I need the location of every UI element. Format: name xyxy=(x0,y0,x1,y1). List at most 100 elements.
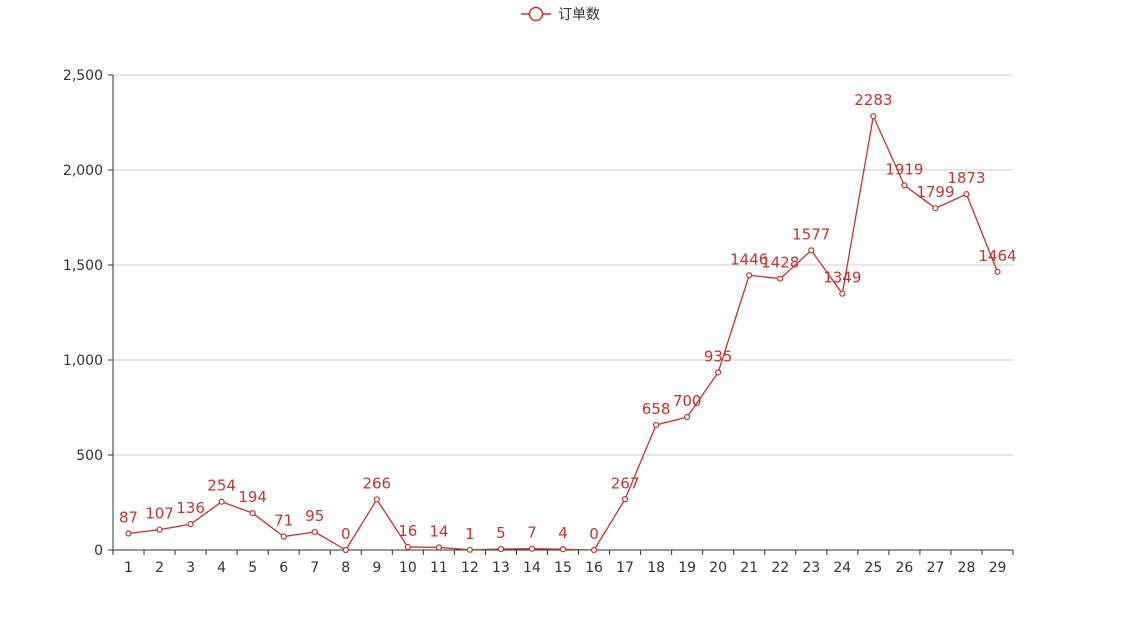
data-label: 267 xyxy=(611,474,640,492)
data-label: 1873 xyxy=(947,169,985,187)
x-tick-label: 15 xyxy=(554,560,572,576)
data-label: 1799 xyxy=(916,183,954,201)
data-label: 0 xyxy=(589,525,599,543)
legend-label: 订单数 xyxy=(558,7,600,23)
x-tick-label: 9 xyxy=(372,560,381,576)
data-label: 136 xyxy=(176,499,205,517)
data-label: 1428 xyxy=(761,254,799,272)
series-line xyxy=(128,114,999,551)
data-point xyxy=(156,526,163,533)
x-tick-label: 21 xyxy=(740,560,758,576)
data-point xyxy=(404,543,411,551)
x-tick-label: 23 xyxy=(802,560,820,576)
x-tick-label: 11 xyxy=(430,560,448,576)
data-point xyxy=(932,205,939,212)
x-tick-label: 13 xyxy=(492,560,510,576)
data-point xyxy=(187,521,194,528)
x-tick-label: 16 xyxy=(585,560,603,576)
data-point xyxy=(715,369,722,376)
data-label: 107 xyxy=(145,505,174,523)
data-point xyxy=(777,275,784,282)
data-label: 1349 xyxy=(823,269,861,287)
data-point xyxy=(497,545,505,553)
y-tick-label: 1,000 xyxy=(63,353,103,369)
x-tick-label: 18 xyxy=(647,560,665,576)
data-label: 2283 xyxy=(854,91,892,109)
data-point xyxy=(559,546,567,553)
data-label: 95 xyxy=(305,507,324,525)
data-point xyxy=(280,533,287,540)
data-label: 87 xyxy=(119,508,138,526)
data-point xyxy=(746,272,753,279)
x-tick-label: 4 xyxy=(217,560,226,576)
x-tick-label: 3 xyxy=(186,560,195,576)
x-tick-label: 17 xyxy=(616,560,634,576)
x-tick-label: 14 xyxy=(523,560,541,576)
data-label: 935 xyxy=(704,347,733,365)
x-tick-label: 29 xyxy=(989,560,1007,576)
data-point xyxy=(125,530,132,537)
data-point xyxy=(994,268,1001,275)
data-point xyxy=(218,498,225,505)
data-label: 1919 xyxy=(885,160,923,178)
y-tick-label: 1,500 xyxy=(63,258,103,274)
data-point xyxy=(901,182,908,189)
x-tick-label: 22 xyxy=(771,560,789,576)
data-point xyxy=(963,191,970,198)
x-tick-label: 28 xyxy=(958,560,976,576)
data-label: 4 xyxy=(558,524,568,542)
x-tick-label: 7 xyxy=(310,560,319,576)
data-point xyxy=(528,545,536,552)
legend-circle-marker xyxy=(528,6,544,22)
x-tick-label: 5 xyxy=(248,560,257,576)
x-tick-label: 26 xyxy=(895,560,913,576)
x-tick-label: 24 xyxy=(833,560,851,576)
data-label: 658 xyxy=(642,400,671,418)
y-tick-label: 2,500 xyxy=(63,68,103,84)
x-tick-label: 20 xyxy=(709,560,727,576)
y-tick-label: 0 xyxy=(94,543,103,559)
data-point xyxy=(590,546,598,554)
data-label: 16 xyxy=(398,522,417,540)
x-tick-label: 10 xyxy=(399,560,417,576)
data-point xyxy=(684,413,691,421)
data-point xyxy=(311,528,318,536)
x-tick-label: 19 xyxy=(678,560,696,576)
data-point xyxy=(839,290,846,297)
data-label: 266 xyxy=(362,474,391,492)
data-label: 1 xyxy=(465,525,475,543)
data-label: 1446 xyxy=(730,250,768,268)
data-point xyxy=(653,421,660,429)
data-point xyxy=(621,496,629,503)
y-tick-label: 500 xyxy=(76,448,103,464)
data-point xyxy=(435,544,442,551)
data-label: 14 xyxy=(429,522,448,540)
data-point xyxy=(373,496,380,503)
data-label: 71 xyxy=(274,512,293,530)
data-point xyxy=(808,247,815,254)
data-point xyxy=(249,510,256,517)
x-tick-label: 8 xyxy=(341,560,350,576)
legend[interactable]: 订单数 xyxy=(521,6,600,23)
data-label: 700 xyxy=(673,392,702,410)
data-label: 5 xyxy=(496,524,506,542)
data-label: 1577 xyxy=(792,225,830,243)
x-tick-label: 6 xyxy=(279,560,288,576)
data-point xyxy=(870,113,877,120)
data-label: 7 xyxy=(527,524,537,542)
data-label: 0 xyxy=(341,525,351,543)
series-order-count xyxy=(125,113,1001,554)
x-tick-label: 25 xyxy=(864,560,882,576)
data-point xyxy=(466,546,473,553)
x-tick-label: 27 xyxy=(926,560,944,576)
y-tick-label: 2,000 xyxy=(63,163,103,179)
x-tick-label: 12 xyxy=(461,560,479,576)
data-label: 1464 xyxy=(978,247,1016,265)
x-tick-label: 2 xyxy=(155,560,164,576)
gridlines xyxy=(113,74,1013,456)
data-label: 194 xyxy=(238,488,267,506)
